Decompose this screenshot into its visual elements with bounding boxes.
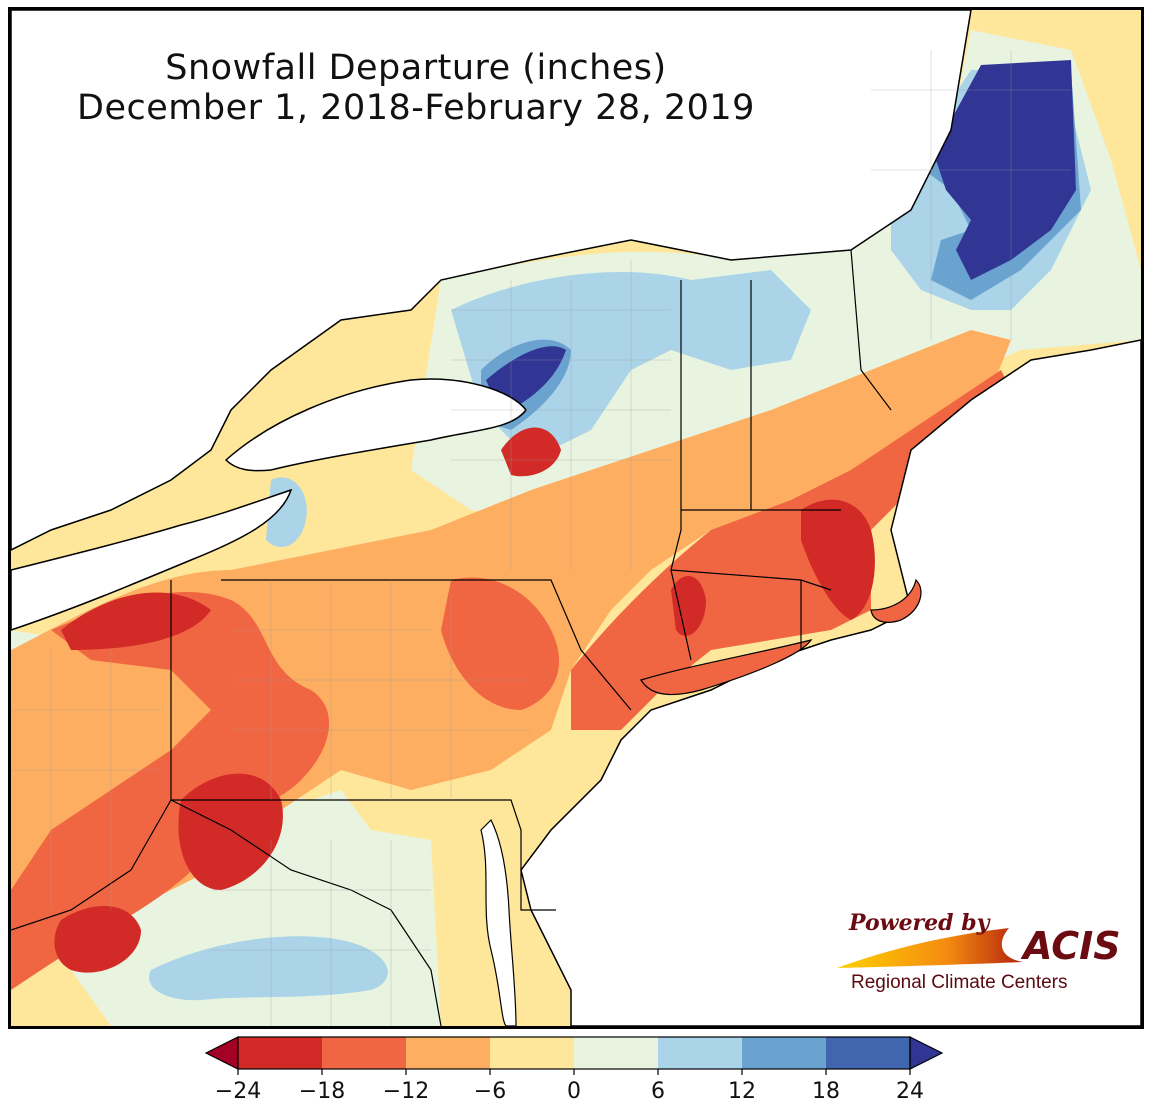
logo-powered-by: Powered by — [849, 910, 990, 936]
region-negative-12-18-pa-east — [441, 577, 560, 710]
colorbar-extend-high — [909, 1036, 944, 1070]
colorbar-tick-label: 6 — [651, 1079, 665, 1104]
region-negative-12-18-ne — [571, 370, 1011, 730]
snowfall-departure-map — [11, 10, 1141, 1026]
long-island — [640, 639, 813, 696]
map-frame: Snowfall Departure (inches) December 1, … — [8, 7, 1144, 1029]
colorbar-bin — [574, 1037, 658, 1069]
region-negative-18-24-pa-south — [178, 773, 283, 890]
colorbar-tick-label: −6 — [473, 1079, 507, 1104]
colorbar-bin — [322, 1037, 406, 1069]
logo-regional-climate-centers: Regional Climate Centers — [851, 972, 1068, 993]
lake-erie — [11, 488, 293, 631]
region-negative-18-24-west — [61, 592, 211, 650]
region-negative-18-24-ct — [671, 576, 706, 636]
colorbar-tick-label: −24 — [214, 1079, 262, 1104]
colorbar-tick-label: 0 — [567, 1079, 581, 1104]
colorbar-bin — [742, 1037, 826, 1069]
colorbar-bin — [406, 1037, 490, 1069]
colorbar-bin — [490, 1037, 574, 1069]
acis-logo: Powered by ACIS Regional Climate Centers — [837, 906, 1127, 1006]
colorbar-bin — [238, 1037, 322, 1069]
cape-cod — [870, 578, 922, 623]
colorbar-extend-low — [204, 1036, 239, 1070]
region-negative-18-24-ma — [801, 499, 875, 620]
colorbar-tick-label: 18 — [812, 1079, 840, 1104]
county-lines — [11, 50, 1071, 1026]
canada-region — [11, 10, 972, 551]
region-positive-6-12-va — [149, 936, 388, 1001]
colorbar-bin — [658, 1037, 742, 1069]
map-title-line-1: Snowfall Departure (inches) — [165, 48, 667, 88]
logo-acis-name: ACIS — [1023, 924, 1121, 968]
colorbar-tick-label: −18 — [298, 1079, 346, 1104]
colorbar — [204, 1036, 944, 1075]
lake-ontario — [224, 378, 527, 472]
acis-swoosh-icon — [837, 928, 1023, 968]
colorbar-tick-label: −12 — [382, 1079, 430, 1104]
region-negative-12-18-pa — [11, 591, 330, 990]
chesapeake-bay — [480, 818, 517, 1026]
colorbar-tick-label: 12 — [728, 1079, 756, 1104]
colorbar-bin — [826, 1037, 910, 1069]
region-negative-18-24-va — [54, 906, 141, 973]
atlantic-ocean — [520, 339, 1141, 1026]
region-negative-18-24-ny — [501, 427, 561, 477]
colorbar-tick-label: 24 — [896, 1079, 924, 1104]
state-borders — [11, 249, 892, 1026]
map-title-line-2: December 1, 2018-February 28, 2019 — [77, 88, 755, 128]
